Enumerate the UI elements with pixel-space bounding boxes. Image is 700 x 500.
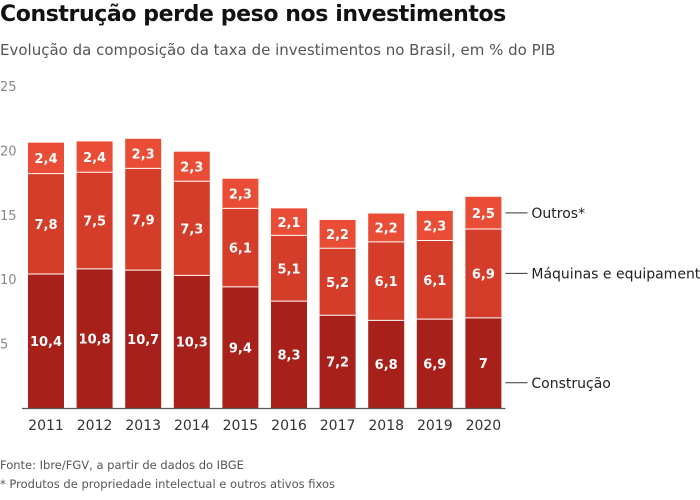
x-tick-label: 2017 [320,418,356,434]
data-label-maquinas: 5,1 [277,262,300,277]
bar-segment-construcao [465,317,502,408]
data-label-maquinas: 6,9 [472,267,495,282]
data-label-outros: 2,1 [277,216,300,231]
x-tick-label: 2014 [174,418,210,434]
bar-segment-construcao [173,275,210,408]
bar-segment-maquinas [416,240,453,320]
x-tick-label: 2015 [223,418,259,434]
data-label-outros: 2,3 [229,188,252,203]
bar-segment-maquinas [28,173,64,275]
bar-segment-construcao [125,270,162,408]
bar-segment-outros [465,196,502,229]
data-label-construcao: 9,4 [229,341,252,356]
data-label-outros: 2,4 [83,151,106,166]
chart-subtitle: Evolução da composição da taxa de invest… [0,41,556,59]
bar-segment-maquinas [222,208,259,287]
footnote: * Produtos de propriedade intelectual e … [0,477,335,491]
chart-title: Construção perde peso nos investimentos [0,2,506,27]
x-tick-label: 2011 [28,418,64,434]
y-tick-label: 5 [0,338,8,353]
data-label-construcao: 10,4 [30,335,62,350]
bar-segment-construcao [76,268,113,408]
x-tick-label: 2013 [125,418,161,434]
data-label-construcao: 8,3 [277,349,300,364]
bar-segment-construcao [28,274,64,408]
bar-segment-outros [28,142,64,174]
bar-segment-maquinas [125,168,162,271]
bar-segment-construcao [222,286,259,408]
data-label-maquinas: 6,1 [423,274,446,289]
legend-outros: Outros* [531,206,585,222]
bar-segment-outros [222,178,259,209]
bar-segment-outros [76,141,113,173]
bar-segment-maquinas [368,241,405,321]
bar-segment-outros [173,151,210,182]
bar-segment-maquinas [319,248,356,316]
data-label-maquinas: 7,9 [132,213,155,228]
data-label-maquinas: 5,2 [326,276,349,291]
data-label-construcao: 7 [479,357,488,372]
bar-segment-outros [125,138,162,169]
data-label-outros: 2,4 [34,152,57,167]
x-tick-label: 2016 [271,418,307,434]
bar-segment-outros [271,208,307,236]
bar-segment-construcao [319,315,356,408]
data-label-outros: 2,3 [180,161,203,176]
bar-segment-construcao [271,301,307,408]
x-tick-label: 2020 [466,418,502,434]
data-label-outros: 2,3 [423,220,446,235]
y-tick-label: 25 [0,80,17,95]
legend-construcao: Construção [531,376,610,392]
x-tick-label: 2012 [77,418,113,434]
data-label-construcao: 10,8 [79,332,111,347]
y-tick-label: 20 [0,144,17,159]
x-tick-label: 2019 [417,418,453,434]
data-label-construcao: 10,7 [127,333,159,348]
bar-segment-outros [319,219,356,249]
bar-segment-construcao [416,319,453,408]
bar-segment-outros [416,210,453,241]
x-tick-label: 2018 [368,418,404,434]
data-label-construcao: 10,3 [176,336,208,351]
data-label-outros: 2,2 [326,228,349,243]
source-note: Fonte: Ibre/FGV, a partir de dados do IB… [0,458,244,472]
bar-segment-maquinas [465,228,502,318]
data-label-construcao: 6,9 [423,358,446,373]
data-label-outros: 2,2 [375,222,398,237]
data-label-construcao: 7,2 [326,356,349,371]
data-label-outros: 2,5 [472,207,495,222]
data-label-maquinas: 6,1 [375,275,398,290]
legend-maquinas: Máquinas e equipamentos [531,266,700,282]
bar-segment-outros [368,213,405,242]
data-label-maquinas: 7,8 [34,218,57,233]
bar-segment-construcao [368,320,405,408]
bar-segment-maquinas [76,172,113,269]
bar-segment-maquinas [173,181,210,276]
bar-segment-maquinas [271,235,307,302]
data-label-outros: 2,3 [132,148,155,163]
y-tick-label: 15 [0,209,17,224]
y-tick-label: 10 [0,273,17,288]
data-label-maquinas: 7,3 [180,222,203,237]
data-label-construcao: 6,8 [375,358,398,373]
data-label-maquinas: 7,5 [83,215,106,230]
data-label-maquinas: 6,1 [229,242,252,257]
